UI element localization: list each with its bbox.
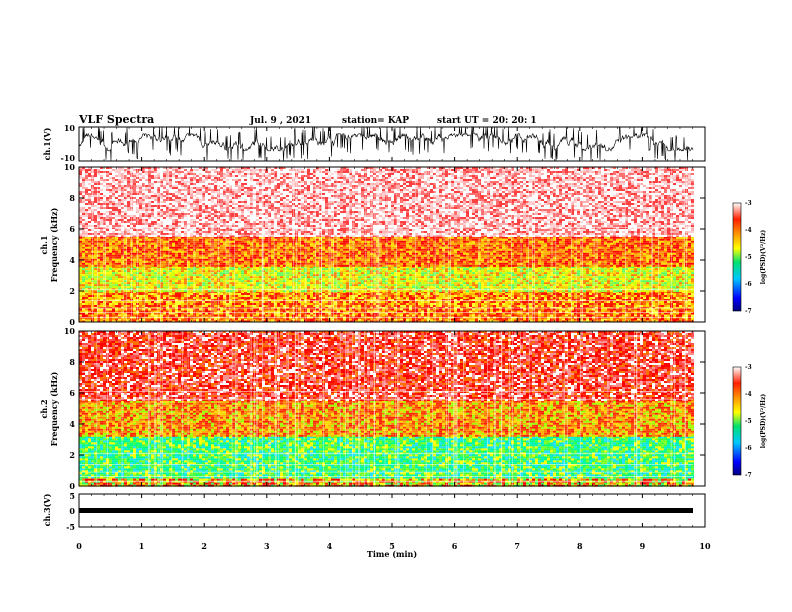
ch2-cb-tick-6: -6	[745, 445, 752, 452]
x-tick-label: 8	[577, 541, 583, 551]
ch3-ytick-mid: 0	[69, 506, 75, 516]
ch3-ylabel: ch.3(V)	[42, 493, 52, 526]
x-tick-label: 7	[514, 541, 520, 551]
spec2-ytick: 8	[69, 357, 75, 367]
ch1-spectrogram-ylabel-2: Frequency (kHz)	[49, 207, 59, 282]
ch3-waveform-trace	[79, 508, 693, 513]
ch2-colorbar-gradient	[733, 367, 741, 475]
ch1-waveform-frame	[79, 127, 705, 161]
figure-date: Jul. 9 , 2021	[249, 116, 311, 126]
ch2-spectrogram-panel: ch.2 Frequency (kHz) 0 2 4 6 8 10	[39, 326, 705, 491]
spec2-ytick: 2	[69, 450, 75, 460]
ch2-cb-tick-3: -3	[745, 364, 752, 371]
spec1-ytick: 2	[69, 286, 75, 296]
ch1-cb-tick-5: -5	[745, 254, 752, 261]
ch1-colorbar-label: log(PSD)(V²/Hz)	[760, 230, 767, 285]
x-tick-label: 0	[76, 541, 82, 551]
spec1-ytick: 4	[69, 255, 75, 265]
x-tick-label: 4	[327, 541, 333, 551]
spec2-ytick: 10	[64, 326, 76, 336]
x-tick-label: 2	[201, 541, 207, 551]
spec1-ytick: 8	[69, 193, 75, 203]
x-tick-label: 3	[264, 541, 270, 551]
figure-station: station= KAP	[342, 116, 409, 126]
ch2-cb-tick-7: -7	[745, 472, 752, 479]
ch1-cb-tick-7: -7	[745, 308, 752, 315]
ch2-spectrogram-ylabel-2: Frequency (kHz)	[49, 371, 59, 446]
ch2-cb-tick-4: -4	[745, 391, 752, 398]
ch3-ytick-top: 5	[69, 491, 75, 501]
ch1-cb-tick-4: -4	[745, 227, 752, 234]
spec1-ytick: 10	[64, 162, 76, 172]
spec2-ytick: 6	[69, 388, 75, 398]
x-tick-label: 6	[452, 541, 458, 551]
ch2-cb-tick-5: -5	[745, 418, 752, 425]
ch1-ylabel: ch.1(V)	[42, 127, 52, 160]
x-tick-label: 1	[139, 541, 145, 551]
spec2-ytick: 0	[69, 481, 75, 491]
ch3-ytick-bottom: -5	[66, 522, 75, 532]
ch1-ytick-top: 10	[64, 123, 76, 133]
ch1-colorbar: -3 -4 -5 -6 -7 log(PSD)(V²/Hz)	[733, 200, 767, 315]
x-axis-label: Time (min)	[367, 549, 417, 559]
ch1-spectrogram-ylabel-1: ch.1	[39, 235, 49, 254]
ch1-colorbar-gradient	[733, 203, 741, 311]
spec2-ytick: 4	[69, 419, 75, 429]
figure-title: VLF Spectra	[78, 113, 154, 126]
ch1-spectrogram-image	[79, 167, 705, 323]
vlf-spectra-figure: VLF Spectra Jul. 9 , 2021 station= KAP s…	[0, 0, 792, 612]
ch1-cb-tick-3: -3	[745, 200, 752, 207]
x-tick-label: 10	[699, 541, 711, 551]
ch1-cb-tick-6: -6	[745, 281, 752, 288]
ch2-spectrogram-ylabel-1: ch.2	[39, 399, 49, 418]
ch2-colorbar-label: log(PSD)(V²/Hz)	[760, 394, 767, 449]
x-tick-label: 9	[640, 541, 646, 551]
ch2-spectrogram-image	[79, 331, 705, 487]
ch2-colorbar: -3 -4 -5 -6 -7 log(PSD)(V²/Hz)	[733, 364, 767, 479]
figure-start-ut: start UT = 20: 20: 1	[437, 116, 537, 126]
spec1-ytick: 6	[69, 224, 75, 234]
